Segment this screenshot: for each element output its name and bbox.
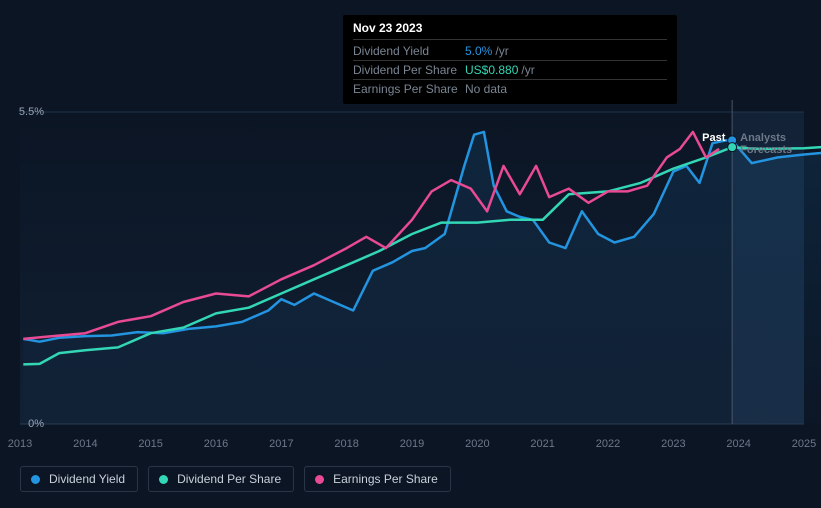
x-axis-label: 2025 [792,438,816,450]
cursor-marker-dividend-per-share [728,143,737,152]
y-axis-label: 0% [28,418,44,430]
legend-item-earnings-per-share[interactable]: Earnings Per Share [304,466,451,492]
x-axis-label: 2022 [596,438,620,450]
tooltip-row-label: Dividend Yield [353,44,465,58]
tooltip-row-unit: /yr [495,44,508,58]
tooltip-row: Earnings Per ShareNo data [353,80,667,98]
legend-dot-icon [159,475,168,484]
legend-item-label: Earnings Per Share [333,472,438,486]
chart-legend: Dividend Yield Dividend Per Share Earnings… [20,466,451,492]
tooltip-row-value: US$0.880 [465,63,518,77]
x-axis-label: 2015 [138,438,162,450]
x-axis-label: 2018 [334,438,358,450]
x-axis-label: 2023 [661,438,685,450]
tooltip-row-label: Dividend Per Share [353,63,465,77]
legend-item-label: Dividend Yield [49,472,125,486]
tooltip-date: Nov 23 2023 [353,21,667,40]
x-axis-label: 2021 [530,438,554,450]
x-axis-label: 2020 [465,438,489,450]
legend-dot-icon [315,475,324,484]
x-axis-label: 2024 [726,438,750,450]
tooltip-row: Dividend Yield5.0%/yr [353,42,667,61]
dividend-chart: Nov 23 2023 Dividend Yield5.0%/yrDividen… [0,0,821,508]
tooltip-row-value: No data [465,82,507,96]
x-axis-label: 2017 [269,438,293,450]
x-axis-label: 2013 [8,438,32,450]
tooltip-row-unit: /yr [521,63,534,77]
x-axis-label: 2016 [204,438,228,450]
legend-item-label: Dividend Per Share [177,472,281,486]
hover-tooltip: Nov 23 2023 Dividend Yield5.0%/yrDividen… [343,15,677,104]
tooltip-row: Dividend Per ShareUS$0.880/yr [353,61,667,80]
legend-item-dividend-yield[interactable]: Dividend Yield [20,466,138,492]
x-axis-label: 2019 [400,438,424,450]
tooltip-row-value: 5.0% [465,44,492,58]
x-axis-label: 2014 [73,438,97,450]
y-axis-label: 5.5% [19,106,44,118]
legend-dot-icon [31,475,40,484]
legend-item-dividend-per-share[interactable]: Dividend Per Share [148,466,294,492]
tooltip-row-label: Earnings Per Share [353,82,465,96]
era-label-past: Past [702,132,725,144]
era-label-forecast: Analysts Forecasts [740,132,821,156]
